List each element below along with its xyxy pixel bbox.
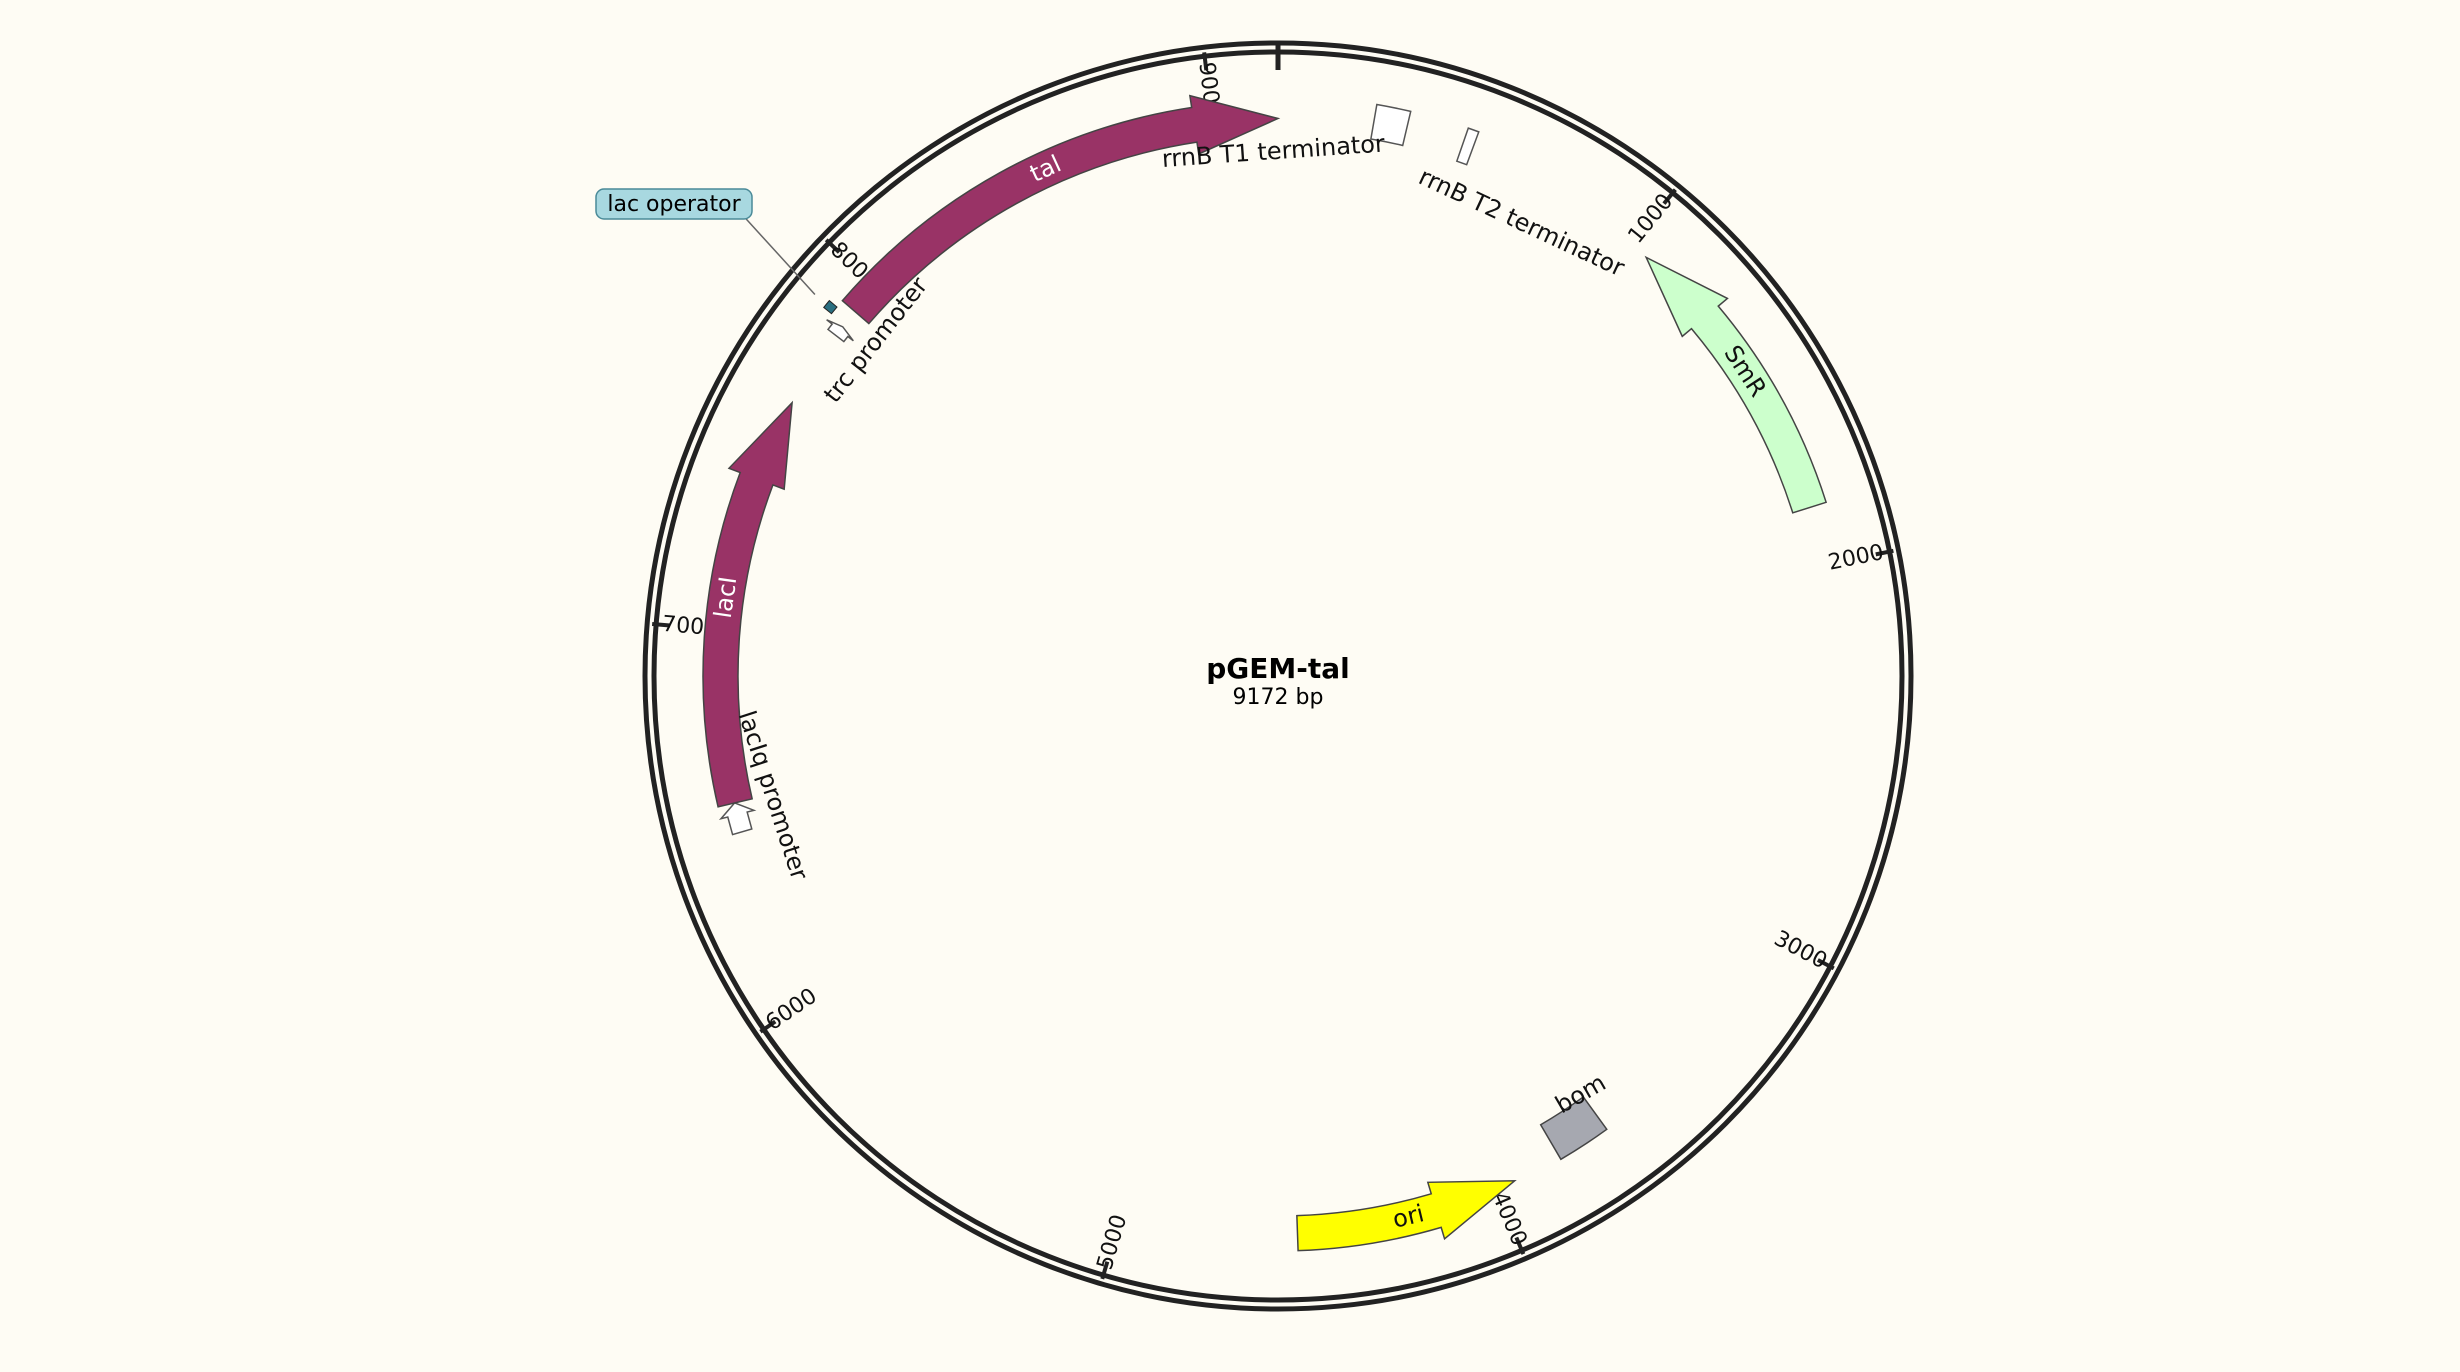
features-layer: [702, 94, 1828, 1252]
ori-arrow: [1296, 1179, 1517, 1252]
laciq-promoter-arrow: [718, 802, 757, 836]
tick-4000: [1514, 1236, 1526, 1255]
tick-8000: [824, 238, 841, 254]
lac-operator-label: lac operator: [607, 192, 741, 217]
tick-label-3000: 3000: [1770, 926, 1831, 974]
bom-box: [1539, 1095, 1608, 1161]
tick-label-6000: 6000: [761, 984, 821, 1036]
lac-operator-box: [823, 299, 838, 315]
lac-operator-callout: [595, 188, 753, 220]
lac-operator-leader: [737, 209, 816, 295]
laci-label: lacI: [709, 575, 743, 620]
laci-arrow: [702, 400, 794, 808]
rrnb-t2-label: rrnB T2 terminator: [1415, 162, 1629, 282]
tick-label-5000: 5000: [1093, 1212, 1133, 1273]
tal-arrow: [841, 94, 1281, 325]
plasmid-size: 9172 bp: [1233, 685, 1324, 710]
tick-1000: [1662, 188, 1677, 205]
trc-promoter-arrow: [826, 319, 854, 343]
plasmid-name: pGEM-tal: [1206, 652, 1350, 685]
tick-3000: [1816, 958, 1835, 971]
tick-label-2000: 2000: [1826, 540, 1886, 576]
rrnb-t2-box: [1455, 127, 1480, 166]
tick-6000: [759, 1019, 777, 1034]
tick-2000: [1875, 548, 1894, 557]
rrnb-t1-box: [1370, 103, 1412, 147]
smr-arrow: [1644, 255, 1828, 514]
tick-7000: [651, 622, 671, 628]
tick-5000: [1100, 1261, 1110, 1280]
tick-9000: [1202, 52, 1209, 71]
